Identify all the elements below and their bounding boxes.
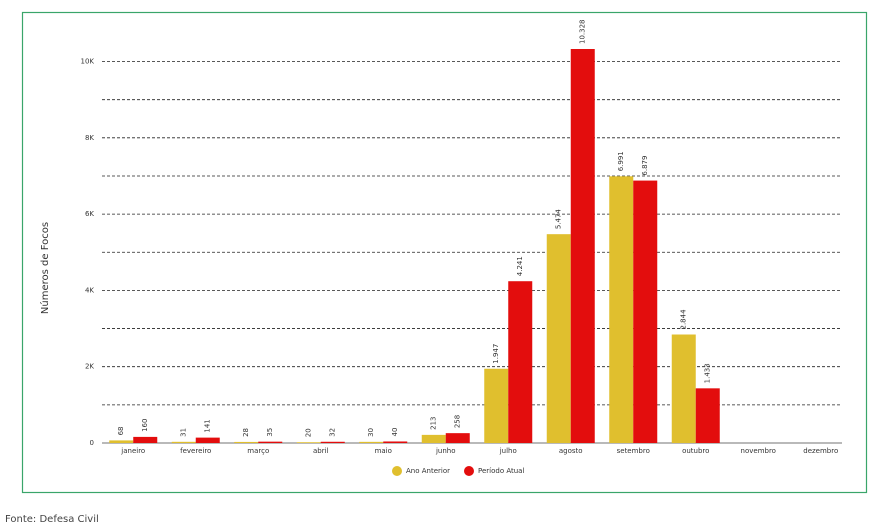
legend-swatch [464, 466, 474, 476]
bar [195, 437, 220, 443]
bar [695, 388, 720, 443]
value-label: 6.991 [617, 151, 625, 171]
x-tick-label: junho [435, 447, 456, 455]
source: Fonte: Defesa Civil [5, 514, 99, 525]
bar [359, 441, 384, 443]
value-label: 20 [305, 428, 313, 437]
bar [234, 441, 259, 443]
x-tick-label: janeiro [120, 447, 145, 455]
value-label: 4.241 [516, 256, 524, 276]
y-tick-label: 8K [85, 134, 94, 142]
value-label: 213 [430, 416, 438, 429]
frame [21, 11, 868, 494]
value-label: 28 [242, 428, 250, 437]
value-label: 258 [454, 415, 462, 428]
x-tick-label: setembro [617, 447, 650, 455]
bar [570, 49, 595, 444]
bar [383, 441, 408, 443]
bar [633, 180, 658, 443]
bar [546, 234, 571, 443]
value-label: 31 [180, 428, 188, 437]
x-tick-label: março [247, 447, 269, 455]
value-label: 141 [204, 419, 212, 432]
y-tick-label: 2K [85, 363, 94, 371]
bar [258, 441, 283, 443]
value-label: 1.433 [704, 363, 712, 383]
bar [320, 441, 345, 443]
value-label: 160 [141, 419, 149, 432]
bar [421, 434, 446, 443]
bar [508, 281, 533, 443]
bar [609, 176, 634, 444]
x-tick-label: maio [375, 447, 392, 455]
x-tick-label: dezembro [803, 447, 838, 455]
x-tick-label: julho [499, 447, 517, 455]
x-tick-label: abril [313, 447, 329, 455]
value-label: 5.474 [555, 209, 563, 230]
x-tick-label: novembro [741, 447, 776, 455]
x-tick-label: fevereiro [180, 447, 211, 455]
value-label: 6.879 [641, 156, 649, 176]
x-tick-label: outubro [682, 447, 709, 455]
legend-label: Ano Anterior [406, 467, 450, 475]
value-label: 10.328 [579, 20, 587, 45]
y-tick-label: 4K [85, 286, 94, 294]
bar [484, 368, 509, 443]
y-tick-label: 6K [85, 210, 94, 218]
bar [109, 440, 134, 443]
value-label: 40 [391, 428, 399, 437]
legend-swatch [392, 466, 402, 476]
y-tick-label: 0 [90, 439, 94, 447]
y-tick-label: 10K [81, 58, 95, 66]
y-axis-label: Números de Focos [39, 222, 51, 314]
bar [133, 436, 158, 443]
value-label: 35 [266, 428, 274, 437]
value-label: 2.844 [680, 309, 688, 330]
legend-label: Período Atual [478, 467, 524, 475]
value-label: 30 [367, 428, 375, 437]
bar [671, 334, 696, 443]
bar [445, 433, 470, 443]
bar [296, 442, 321, 443]
value-label: 32 [329, 428, 337, 437]
x-tick-label: agosto [559, 447, 583, 455]
value-label: 68 [117, 426, 125, 435]
bar [171, 441, 196, 443]
value-label: 1.947 [492, 344, 500, 364]
